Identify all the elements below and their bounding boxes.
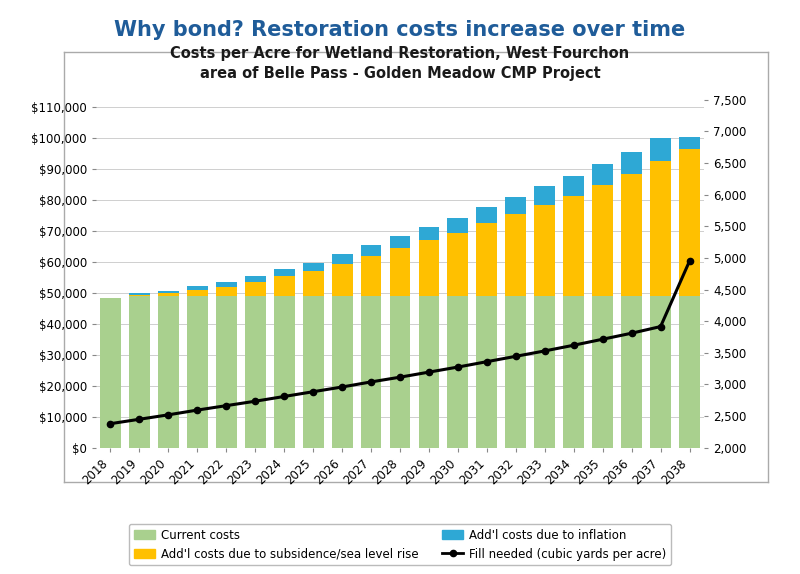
- Bar: [216, 296, 237, 448]
- Bar: [274, 296, 294, 448]
- Bar: [563, 196, 584, 296]
- Bar: [332, 254, 353, 263]
- Bar: [418, 241, 439, 296]
- Bar: [506, 296, 526, 448]
- Bar: [302, 296, 323, 448]
- Bar: [621, 174, 642, 296]
- Bar: [361, 296, 382, 448]
- Bar: [563, 176, 584, 196]
- Bar: [534, 296, 555, 448]
- Bar: [477, 296, 498, 448]
- Bar: [621, 152, 642, 174]
- Bar: [274, 269, 294, 276]
- Bar: [187, 296, 208, 448]
- Bar: [302, 263, 323, 272]
- Bar: [534, 205, 555, 296]
- Bar: [332, 296, 353, 448]
- Bar: [650, 296, 671, 448]
- Bar: [216, 282, 237, 287]
- Bar: [187, 290, 208, 296]
- Bar: [245, 296, 266, 448]
- Bar: [650, 161, 671, 296]
- Bar: [477, 223, 498, 296]
- Bar: [100, 298, 121, 448]
- Bar: [418, 227, 439, 241]
- Bar: [418, 296, 439, 448]
- Bar: [129, 293, 150, 294]
- Bar: [563, 296, 584, 448]
- Bar: [390, 248, 410, 296]
- Bar: [621, 296, 642, 448]
- Bar: [361, 256, 382, 296]
- Bar: [447, 296, 468, 448]
- Bar: [332, 263, 353, 296]
- Bar: [679, 296, 700, 448]
- Bar: [129, 296, 150, 448]
- Bar: [506, 214, 526, 296]
- Bar: [302, 272, 323, 296]
- Bar: [679, 137, 700, 149]
- Bar: [158, 290, 179, 293]
- Bar: [447, 232, 468, 296]
- Bar: [447, 218, 468, 232]
- Legend: Current costs, Add'l costs due to subsidence/sea level rise, Add'l costs due to : Current costs, Add'l costs due to subsid…: [129, 524, 671, 565]
- Bar: [679, 149, 700, 296]
- Bar: [390, 236, 410, 248]
- Bar: [129, 294, 150, 296]
- Bar: [245, 276, 266, 282]
- Bar: [274, 276, 294, 296]
- Bar: [592, 164, 613, 185]
- Text: Why bond? Restoration costs increase over time: Why bond? Restoration costs increase ove…: [114, 20, 686, 40]
- Bar: [534, 186, 555, 205]
- Bar: [592, 185, 613, 296]
- Bar: [158, 293, 179, 296]
- Bar: [477, 207, 498, 223]
- Title: Costs per Acre for Wetland Restoration, West Fourchon
area of Belle Pass - Golde: Costs per Acre for Wetland Restoration, …: [170, 46, 630, 81]
- Bar: [390, 296, 410, 448]
- Bar: [361, 245, 382, 256]
- Bar: [187, 286, 208, 290]
- Bar: [650, 138, 671, 161]
- Bar: [245, 282, 266, 296]
- Bar: [158, 296, 179, 448]
- Bar: [216, 287, 237, 296]
- Bar: [506, 197, 526, 214]
- Bar: [592, 296, 613, 448]
